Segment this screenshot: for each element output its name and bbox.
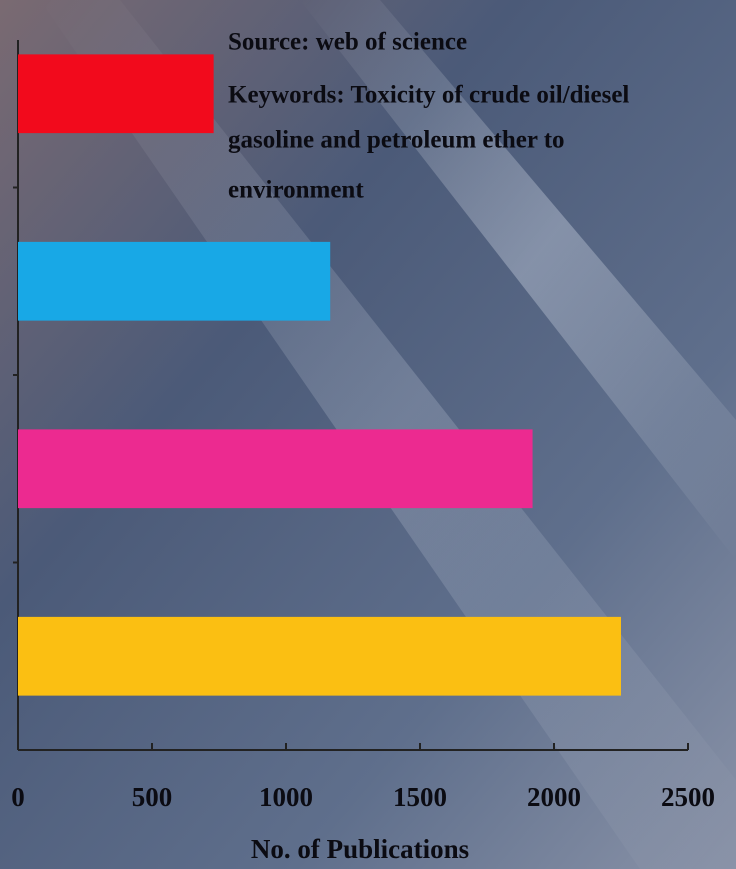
x-tick-label: 0	[11, 782, 25, 812]
x-axis-label: No. of Publications	[251, 834, 469, 864]
annotation: gasoline and petroleum ether to	[228, 127, 565, 154]
x-tick-label: 2500	[661, 782, 715, 812]
annotation: environment	[228, 177, 364, 204]
annotation: Keywords: Toxicity of crude oil/diesel	[228, 82, 629, 109]
x-tick-label: 1000	[259, 782, 313, 812]
bar	[18, 241, 331, 321]
bar	[18, 429, 533, 509]
background-texture	[300, 0, 736, 560]
bar	[18, 616, 621, 696]
x-tick-label: 2000	[527, 782, 581, 812]
x-tick-label: 500	[132, 782, 173, 812]
annotation: Source: web of science	[228, 29, 467, 56]
x-tick-label: 1500	[393, 782, 447, 812]
bar	[18, 54, 214, 134]
